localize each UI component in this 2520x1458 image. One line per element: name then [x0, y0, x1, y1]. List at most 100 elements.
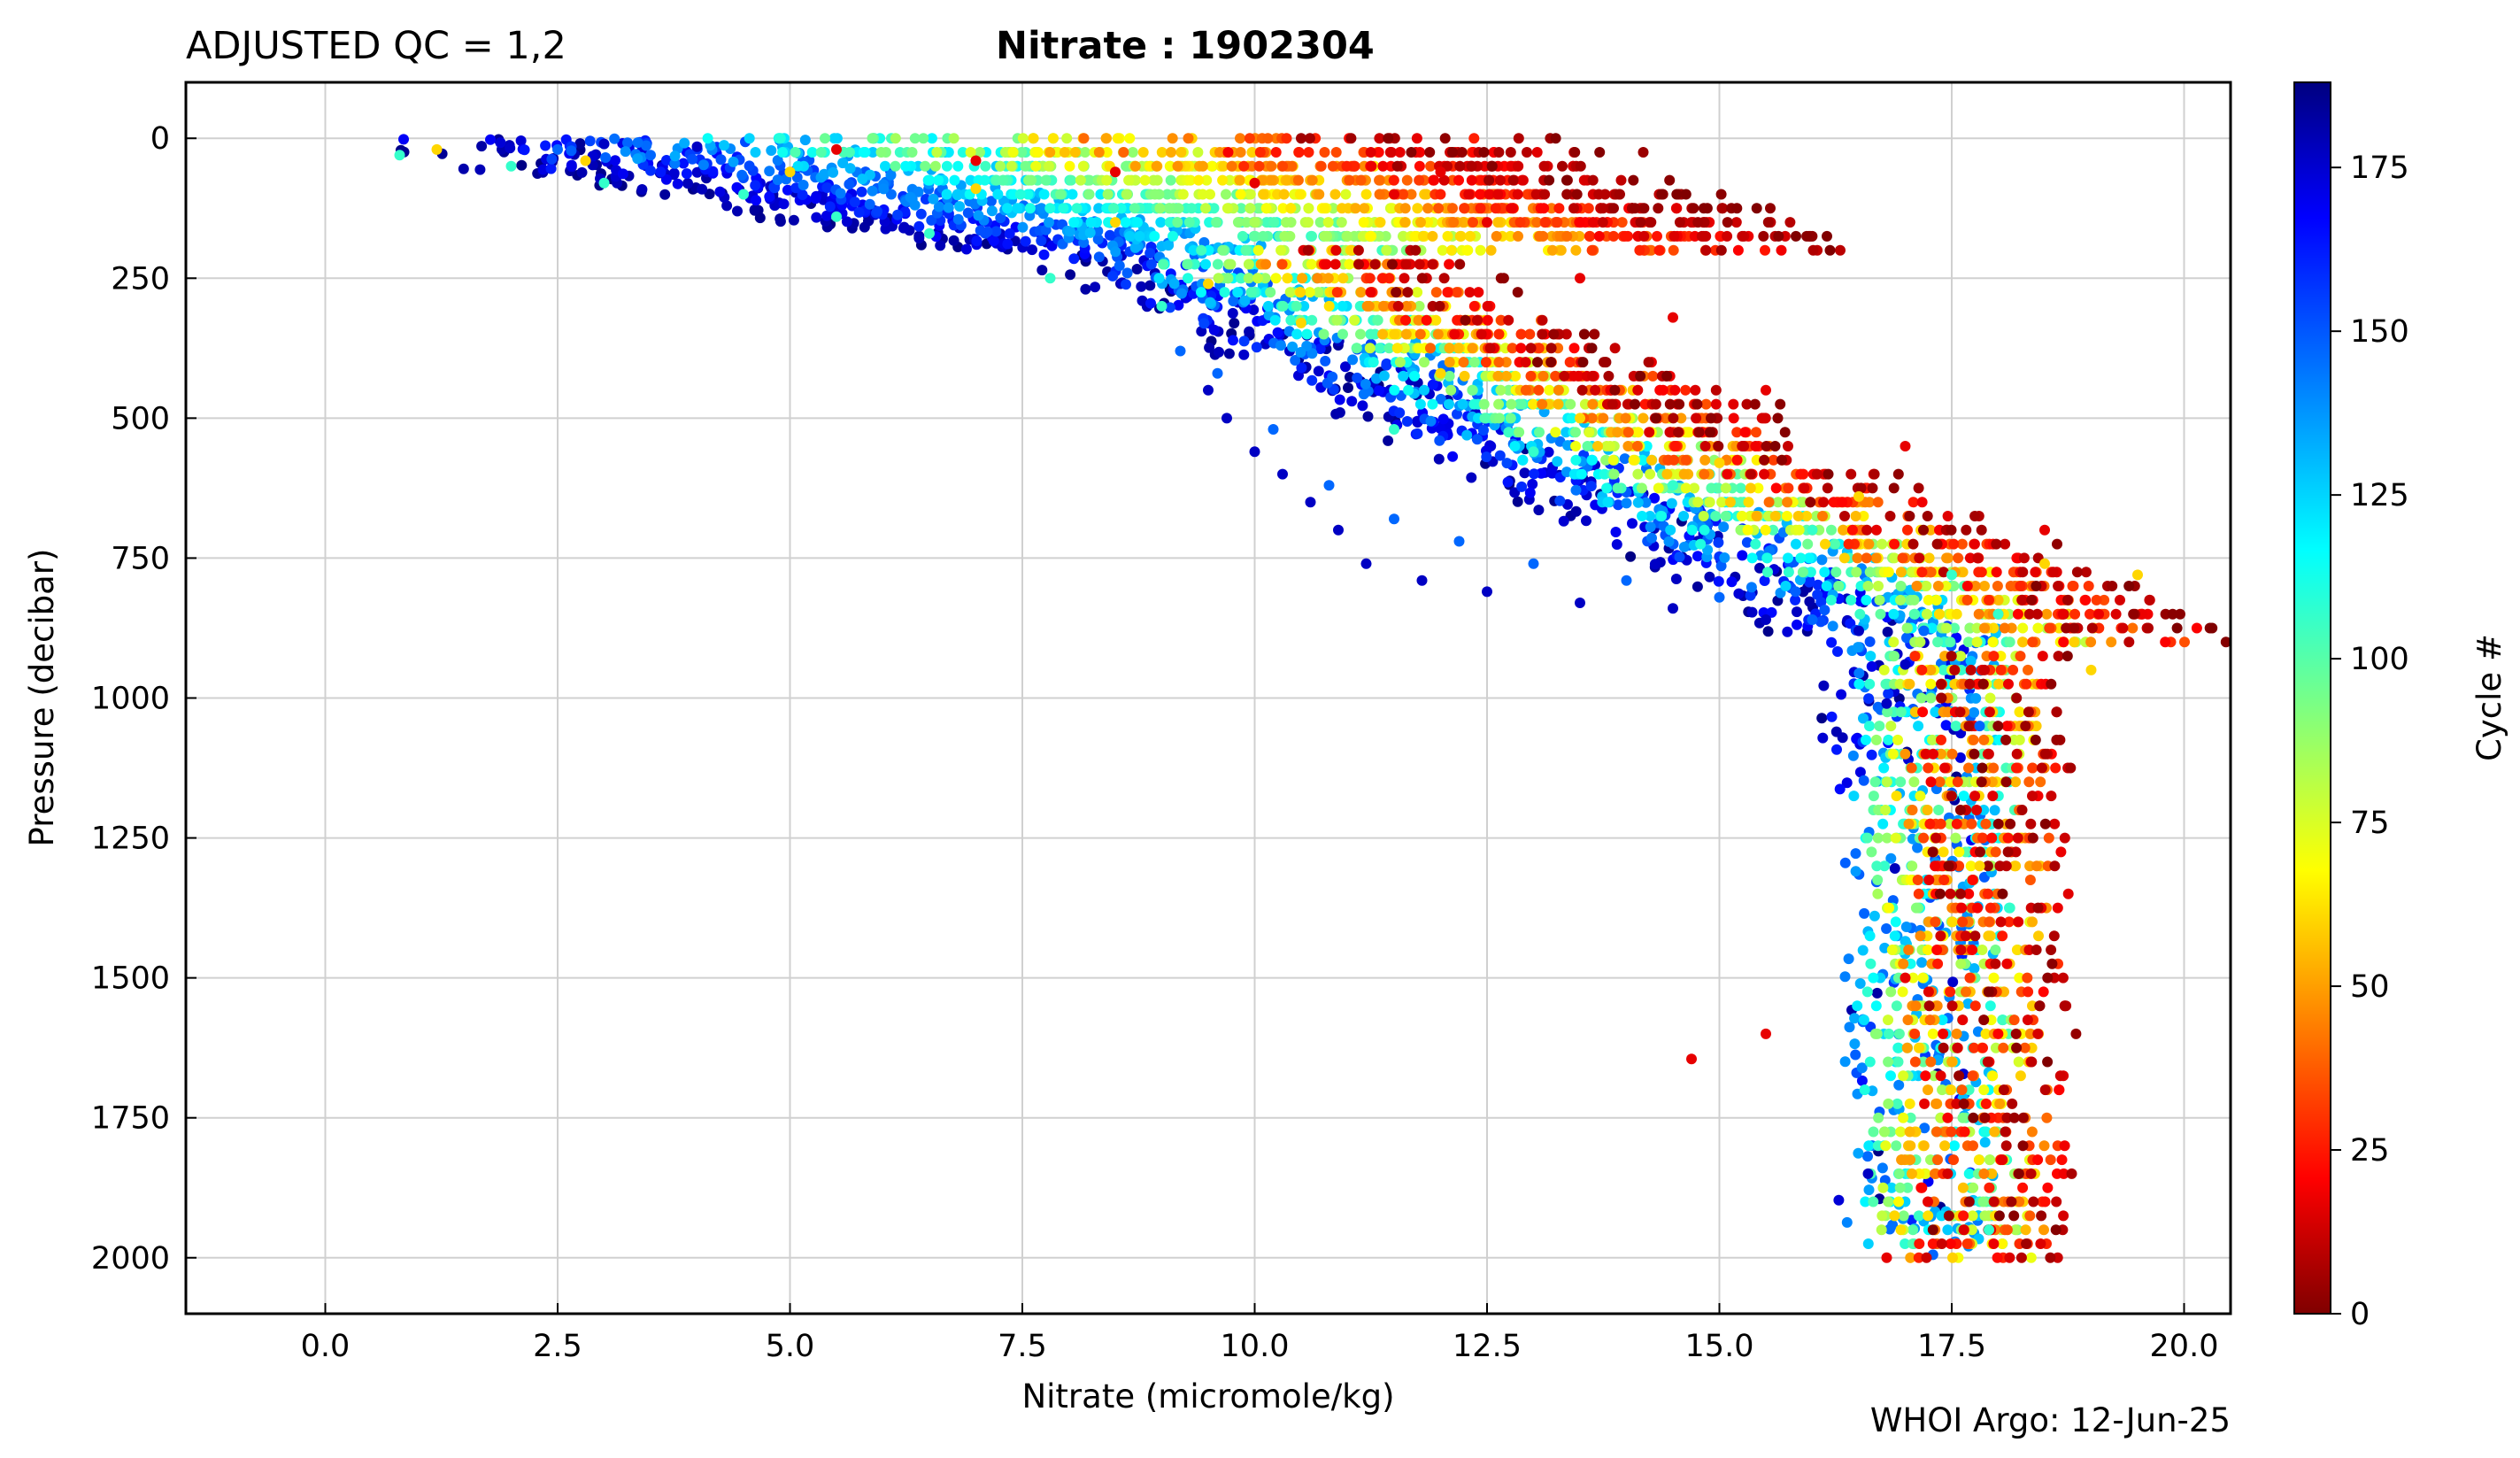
data-point: [2005, 581, 2016, 591]
data-point: [1124, 230, 1136, 242]
data-point: [2046, 958, 2058, 969]
data-point: [715, 154, 727, 166]
data-point: [1355, 287, 1367, 298]
data-point: [1742, 524, 1753, 536]
data-point: [1963, 1168, 1975, 1179]
data-point: [1568, 343, 1580, 354]
data-point: [458, 163, 469, 174]
data-point: [1305, 497, 1316, 508]
data-point: [1668, 312, 1678, 323]
data-point: [935, 240, 946, 251]
data-point: [1498, 273, 1509, 284]
data-point: [1251, 342, 1262, 353]
data-point: [2052, 902, 2063, 914]
data-point: [1156, 300, 1168, 312]
data-point: [1790, 586, 1801, 598]
data-point: [1841, 777, 1853, 789]
data-point: [1537, 230, 1549, 242]
data-point: [1391, 160, 1403, 172]
data-point: [824, 201, 836, 212]
data-point: [1360, 558, 1372, 569]
data-point: [732, 205, 743, 217]
data-point: [1183, 133, 1194, 144]
data-point: [1928, 748, 1938, 760]
data-point: [2066, 1168, 2077, 1179]
data-point: [691, 166, 703, 178]
data-point: [1766, 606, 1777, 618]
data-point: [1561, 230, 1573, 242]
data-point: [1108, 203, 1119, 214]
data-point: [1333, 524, 1344, 536]
data-point: [1605, 441, 1616, 451]
data-point: [1386, 258, 1398, 270]
data-point: [975, 225, 986, 236]
data-point: [1938, 664, 1949, 675]
data-point: [1668, 454, 1679, 466]
data-point: [1466, 174, 1477, 186]
data-point: [926, 133, 937, 144]
data-point: [1862, 1168, 1874, 1179]
data-point: [1997, 888, 2008, 899]
data-point: [1976, 524, 1987, 536]
data-point: [1461, 429, 1473, 441]
data-point: [2022, 972, 2033, 984]
data-point: [1102, 189, 1114, 200]
data-point: [1444, 370, 1455, 382]
data-point: [1807, 614, 1818, 625]
data-point: [1916, 567, 1928, 578]
data-point: [1864, 567, 1876, 578]
data-point: [943, 202, 954, 213]
data-point: [1973, 1154, 1984, 1166]
data-point: [1313, 287, 1324, 298]
data-point: [1621, 575, 1632, 586]
data-point: [1846, 468, 1857, 480]
data-point: [1921, 1252, 1932, 1263]
data-point: [1401, 174, 1413, 186]
data-point: [2046, 791, 2057, 802]
x-tick-label: 0.0: [301, 1329, 351, 1364]
data-point: [1862, 1151, 1873, 1162]
data-point: [1904, 511, 1915, 521]
data-point: [1553, 398, 1564, 410]
data-point: [1587, 217, 1599, 228]
data-point: [1447, 147, 1458, 158]
x-axis-ticks: 0.0 2.5 5.0 7.5 10.0 12.5 15.0 17.5 20.0: [301, 1303, 2218, 1364]
data-point: [1982, 888, 1993, 899]
data-point: [1852, 1000, 1863, 1012]
data-point: [1638, 413, 1649, 424]
data-point: [1710, 384, 1722, 396]
data-point: [1516, 481, 1528, 492]
data-point: [1668, 413, 1679, 424]
data-point: [962, 207, 974, 219]
data-point: [1792, 619, 1802, 630]
data-point: [1997, 1014, 2008, 1026]
data-point: [1377, 160, 1389, 172]
data-point: [1494, 450, 1506, 461]
data-point: [2117, 622, 2129, 634]
data-point: [864, 198, 875, 210]
data-point: [1270, 273, 1282, 284]
data-point: [1754, 562, 1765, 574]
data-point: [1314, 217, 1326, 228]
data-point: [1984, 916, 1995, 928]
data-point: [1958, 1210, 1969, 1222]
data-point: [1861, 552, 1872, 564]
data-point: [1949, 622, 1960, 634]
data-point: [837, 158, 849, 169]
data-point: [898, 221, 910, 233]
data-point: [1434, 300, 1445, 312]
data-point: [1674, 552, 1685, 563]
data-point: [764, 166, 775, 177]
data-point: [1480, 357, 1491, 368]
data-point: [1728, 413, 1739, 424]
data-point: [1558, 515, 1569, 527]
data-point: [2160, 636, 2171, 648]
data-point: [2080, 594, 2092, 606]
data-point: [1999, 986, 2009, 998]
data-point: [1590, 384, 1601, 396]
data-point: [1625, 551, 1637, 562]
data-point: [2001, 1224, 2013, 1236]
data-point: [678, 158, 690, 169]
data-point: [2014, 1196, 2025, 1207]
data-point: [1877, 1162, 1888, 1174]
